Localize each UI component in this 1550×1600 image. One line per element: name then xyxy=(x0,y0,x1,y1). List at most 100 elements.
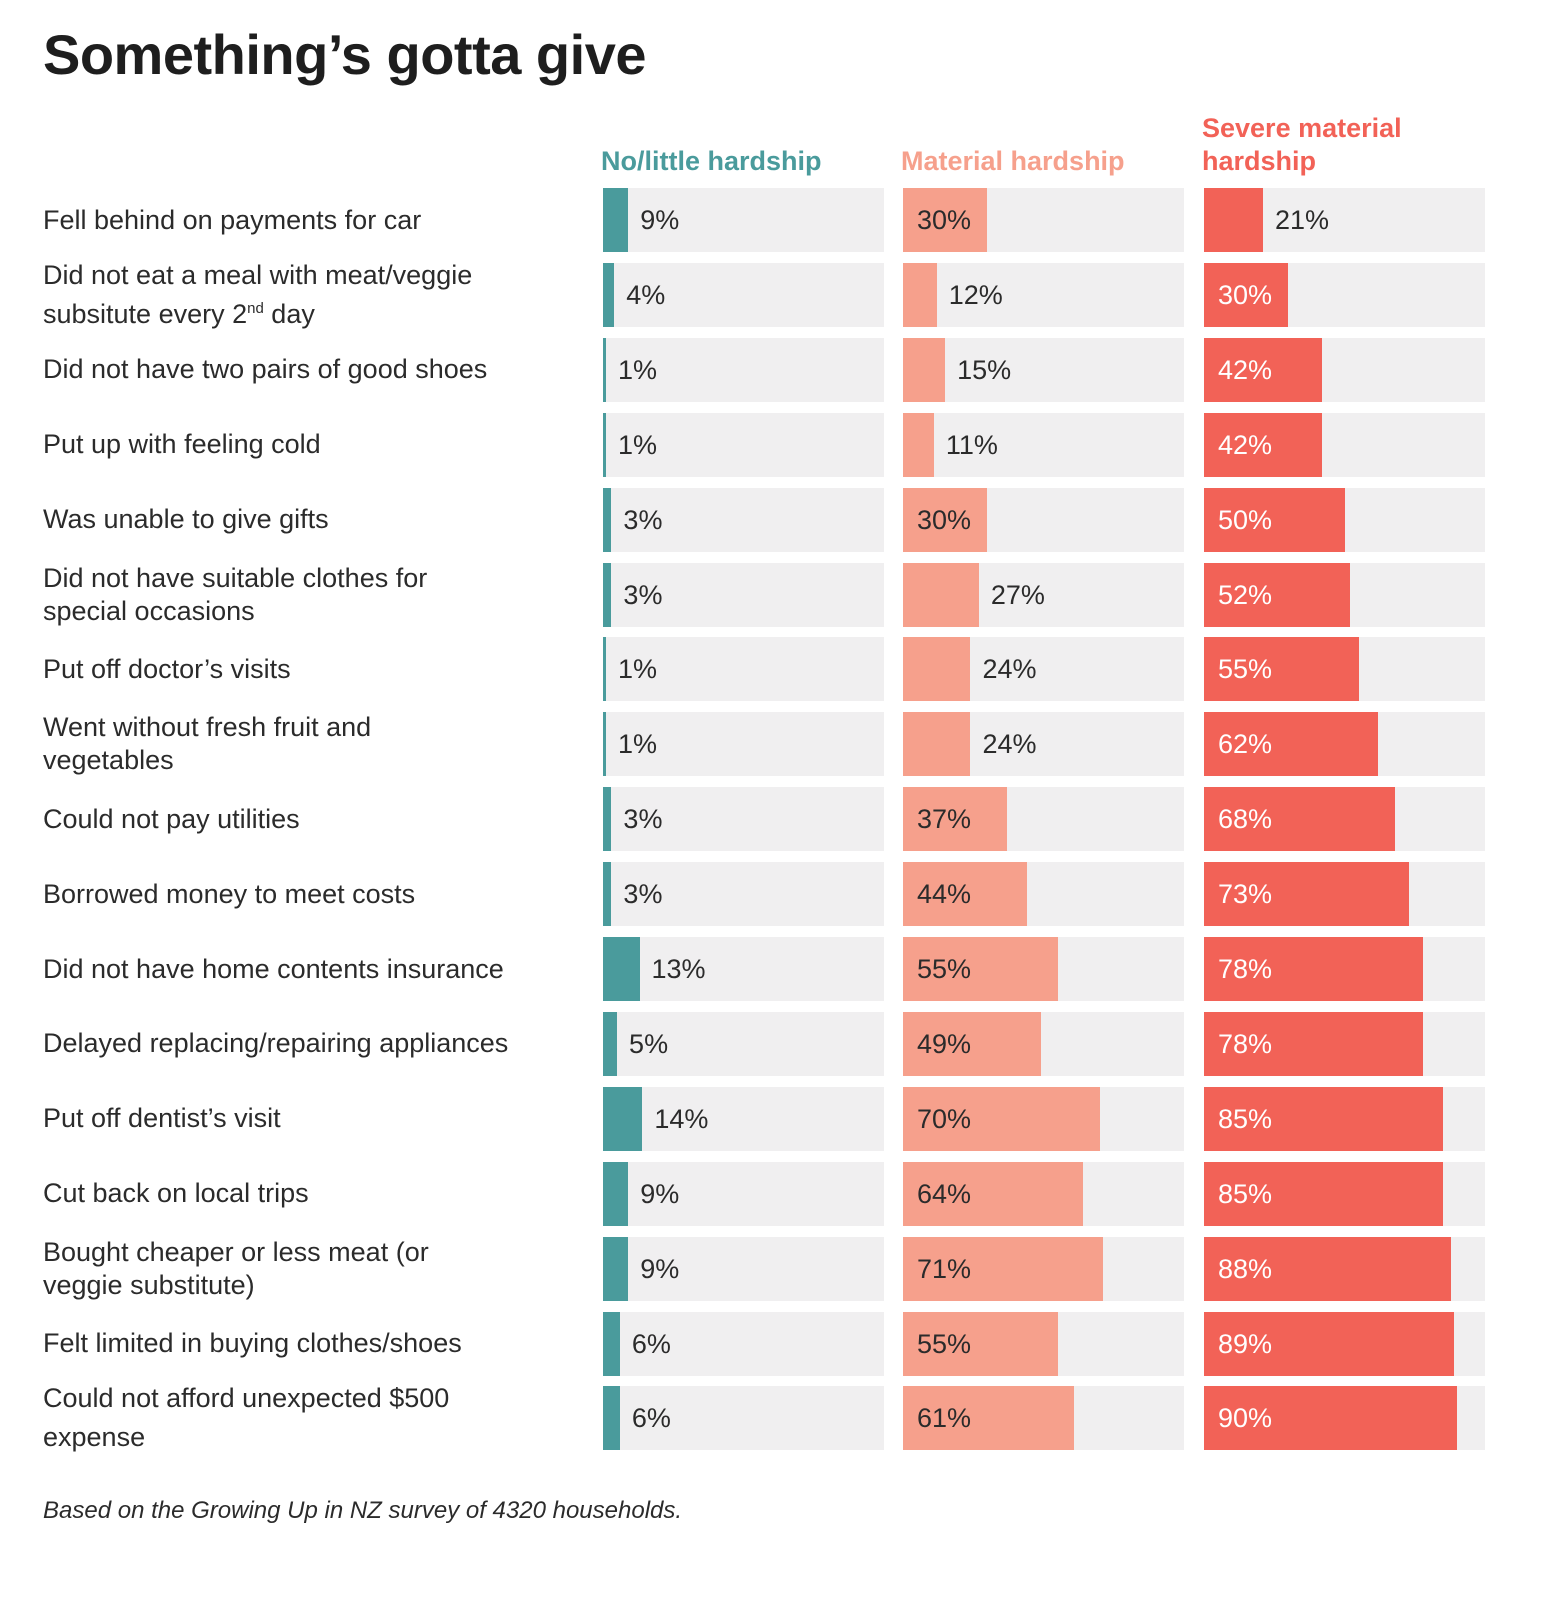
row-label: Was unable to give gifts xyxy=(43,488,583,552)
bar-value-label: 1% xyxy=(618,429,658,460)
bar-track: 78% xyxy=(1204,937,1485,1001)
bar xyxy=(1204,1236,1452,1301)
bar-track: 24% xyxy=(903,712,1184,777)
bar-value-label: 88% xyxy=(1218,1253,1273,1284)
bar-track: 44% xyxy=(903,862,1184,927)
bar xyxy=(603,412,606,477)
bar-value-label: 15% xyxy=(957,354,1012,385)
row-label: Put up with feeling cold xyxy=(43,413,583,477)
row-label-text: Did not have suitable clothes for special… xyxy=(43,562,428,626)
bar-track: 9% xyxy=(603,1161,884,1226)
bar-value-label: 9% xyxy=(640,1178,680,1209)
bar-track: 71% xyxy=(903,1236,1184,1301)
bar-track: 6% xyxy=(603,1386,884,1451)
bar-track: 55% xyxy=(903,937,1184,1001)
bar-value-label: 78% xyxy=(1218,954,1273,984)
column-header-1: Material hardship xyxy=(901,112,1125,178)
row-label: Did not have home contents insurance xyxy=(43,937,583,1001)
row-label: Delayed replacing/repairing appliances xyxy=(43,1012,583,1076)
bar-track: 73% xyxy=(1204,862,1485,927)
bar xyxy=(603,862,612,927)
bar xyxy=(603,1011,618,1076)
bar-value-label: 42% xyxy=(1218,354,1273,385)
row-label-text: Did not eat a meal with meat/veggie subsi… xyxy=(43,259,473,329)
row-label: Did not have two pairs of good shoes xyxy=(43,338,583,402)
bar-track: 15% xyxy=(903,337,1184,402)
bar-value-label: 85% xyxy=(1218,1103,1273,1134)
bar xyxy=(603,487,612,552)
row-label-text: Went without fresh fruit and vegetables xyxy=(43,712,372,776)
bar xyxy=(1204,637,1359,702)
bar xyxy=(603,1386,620,1451)
bar-value-label: 55% xyxy=(917,954,972,984)
bar xyxy=(903,637,971,702)
bar-track: 6% xyxy=(603,1311,884,1376)
row-label: Did not eat a meal with meat/veggie subsi… xyxy=(43,260,583,329)
bar-value-label: 1% xyxy=(618,729,658,760)
bar-track: 1% xyxy=(603,712,884,777)
bar-track: 4% xyxy=(603,262,884,327)
bar xyxy=(903,337,946,402)
bar-track: 64% xyxy=(903,1161,1184,1226)
bar-track: 1% xyxy=(603,337,884,402)
bar xyxy=(603,787,612,852)
bar-value-label: 9% xyxy=(640,1253,680,1284)
bar-track: 12% xyxy=(903,262,1184,327)
bar-track: 24% xyxy=(903,637,1184,702)
bar-track: 30% xyxy=(1204,262,1485,327)
bar xyxy=(1204,712,1379,777)
bar-track: 70% xyxy=(903,1086,1184,1151)
bar-value-label: 49% xyxy=(917,1028,972,1059)
bar xyxy=(903,787,1007,852)
bar-value-label: 55% xyxy=(917,1328,972,1359)
bar-value-label: 73% xyxy=(1218,879,1273,910)
footnote: Based on the Growing Up in NZ survey of … xyxy=(43,1497,683,1524)
bar-value-label: 27% xyxy=(990,579,1045,610)
bar-track: 42% xyxy=(1204,412,1485,477)
row-label: Borrowed money to meet costs xyxy=(43,862,583,926)
row-label-text: Was unable to give gifts xyxy=(43,504,329,535)
bar-value-label: 24% xyxy=(982,729,1037,760)
bar-track: 90% xyxy=(1204,1386,1485,1451)
bar-track: 50% xyxy=(1204,487,1485,552)
bar-value-label: 5% xyxy=(629,1028,669,1059)
bar-value-label: 78% xyxy=(1218,1028,1273,1059)
bar xyxy=(903,1086,1100,1151)
column-header-0: No/little hardship xyxy=(601,112,822,178)
bar-value-label: 9% xyxy=(640,205,680,235)
column-header-line1 xyxy=(901,112,1125,145)
bar-value-label: 3% xyxy=(623,804,663,835)
row-label: Fell behind on payments for car xyxy=(43,188,583,252)
bar-value-label: 61% xyxy=(917,1403,972,1434)
row-label: Could not afford unexpected $500 expense xyxy=(43,1383,583,1452)
bar-track: 89% xyxy=(1204,1311,1485,1376)
row-label: Felt limited in buying clothes/shoes xyxy=(43,1312,583,1376)
bar-value-label: 50% xyxy=(1218,504,1273,535)
bar-track: 9% xyxy=(603,188,884,252)
bar-value-label: 85% xyxy=(1218,1178,1273,1209)
row-label-text: Felt limited in buying clothes/shoes xyxy=(43,1328,462,1358)
bar xyxy=(1204,262,1289,327)
row-label-text: Put up with feeling cold xyxy=(43,429,321,460)
bar-track: 1% xyxy=(603,637,884,702)
bar xyxy=(1204,412,1323,477)
bar xyxy=(603,262,615,327)
bar-track: 30% xyxy=(903,487,1184,552)
bar xyxy=(1204,188,1263,252)
bar xyxy=(603,1311,620,1376)
bar-value-label: 4% xyxy=(626,279,666,310)
bar-value-label: 30% xyxy=(917,205,972,235)
bar xyxy=(1204,1086,1443,1151)
bar xyxy=(1204,487,1345,552)
row-label: Put off dentist’s visit xyxy=(43,1087,583,1151)
bar-track: 30% xyxy=(903,188,1184,252)
bar-track: 61% xyxy=(903,1386,1184,1451)
bar-track: 42% xyxy=(1204,337,1485,402)
bar-track: 85% xyxy=(1204,1161,1485,1226)
bar-value-label: 68% xyxy=(1218,804,1273,835)
bar xyxy=(1204,1161,1443,1226)
bar xyxy=(903,188,988,252)
bar xyxy=(903,262,937,327)
row-label: Cut back on local trips xyxy=(43,1162,583,1226)
bar-track: 3% xyxy=(603,487,884,552)
